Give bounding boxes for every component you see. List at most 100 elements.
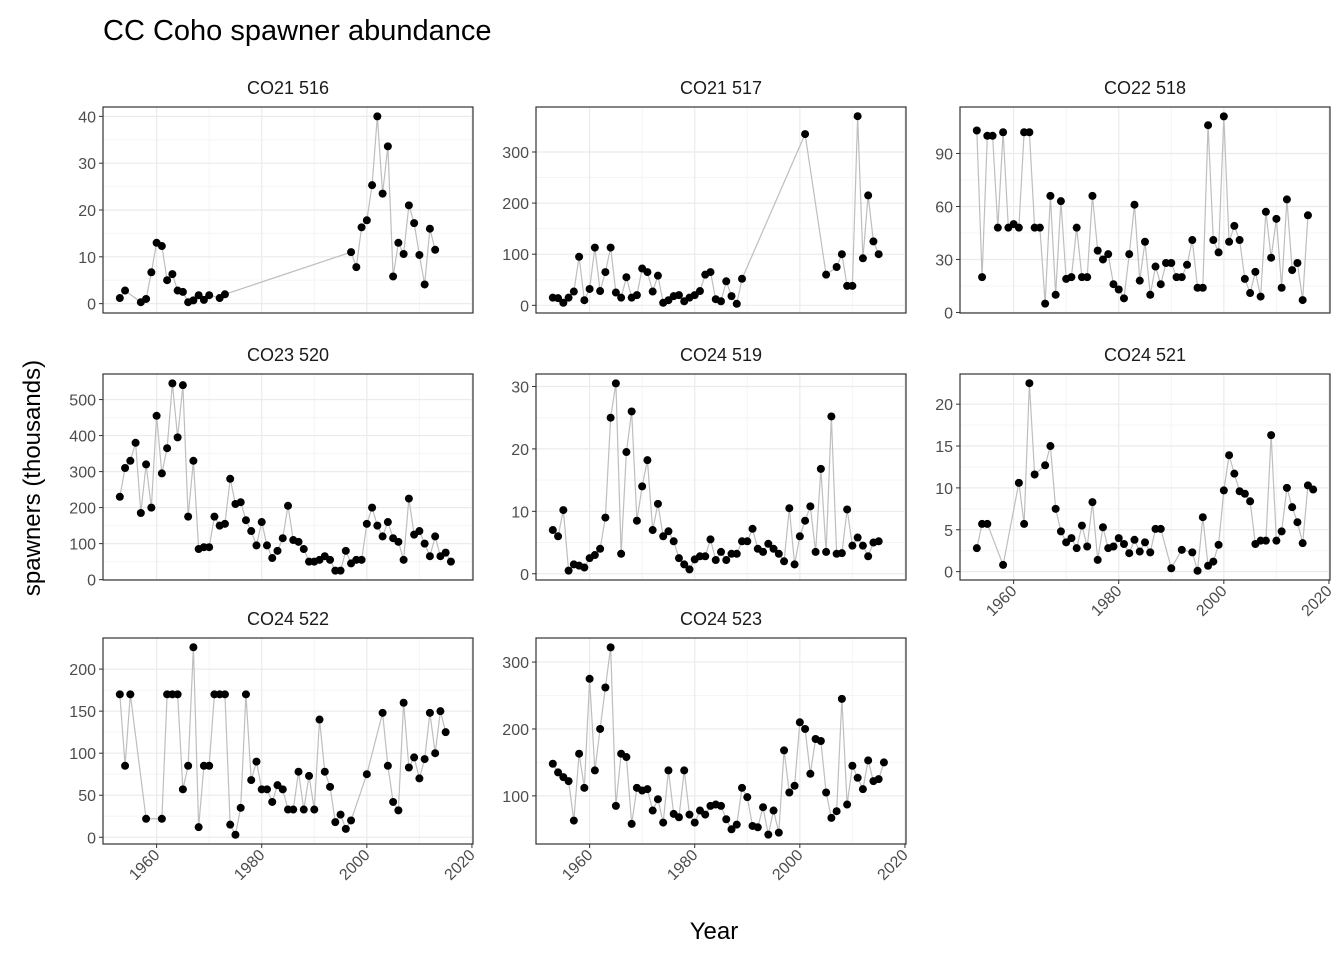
data-point	[1025, 128, 1034, 137]
data-point	[262, 541, 271, 550]
data-point	[331, 818, 340, 827]
y-tick-label: 20	[511, 442, 529, 459]
data-point	[874, 775, 883, 784]
data-point	[147, 503, 156, 512]
data-point	[268, 797, 277, 806]
y-tick-label: 400	[69, 429, 96, 446]
data-point	[1288, 503, 1297, 512]
panel-background	[536, 107, 906, 313]
y-tick-label: 60	[935, 199, 953, 216]
data-point	[559, 506, 568, 515]
data-point	[743, 537, 752, 546]
data-point	[399, 250, 408, 259]
data-point	[874, 250, 883, 259]
y-tick-label: 200	[502, 722, 529, 739]
data-point	[680, 766, 689, 775]
data-point	[394, 806, 403, 815]
panel: CO24 523 100 200 300 1960 1980 2000 2020	[502, 609, 912, 884]
data-point	[262, 785, 271, 794]
y-tick-label: 10	[935, 481, 953, 498]
data-point	[843, 800, 852, 809]
data-point	[627, 407, 636, 416]
data-point	[1083, 273, 1092, 282]
data-point	[1067, 534, 1076, 543]
data-point	[441, 728, 450, 737]
data-point	[436, 707, 445, 716]
data-point	[1088, 191, 1097, 200]
data-point	[874, 537, 883, 546]
data-point	[121, 463, 130, 472]
data-point	[674, 813, 683, 822]
data-point	[801, 130, 810, 139]
data-point	[241, 690, 250, 699]
data-point	[759, 547, 768, 556]
data-point	[1230, 469, 1239, 478]
data-point	[1256, 292, 1265, 301]
data-point	[294, 537, 303, 546]
data-point	[236, 803, 245, 812]
data-point	[1072, 544, 1081, 553]
panel: CO21 517 0 100 200 300	[502, 78, 907, 315]
data-point	[564, 293, 573, 302]
x-tick-label: 2000	[769, 847, 806, 884]
data-point	[378, 708, 387, 717]
y-tick-label: 0	[87, 830, 96, 847]
data-point	[1272, 536, 1281, 545]
y-tick-label: 300	[502, 145, 529, 162]
data-point	[399, 698, 408, 707]
data-point	[785, 504, 794, 513]
y-tick-label: 0	[520, 298, 529, 315]
data-point	[617, 293, 626, 302]
y-tick-label: 15	[935, 439, 953, 456]
data-point	[622, 448, 631, 457]
data-point	[341, 546, 350, 555]
data-point	[801, 516, 810, 525]
data-point	[1156, 280, 1165, 289]
data-point	[575, 252, 584, 261]
y-tick-label: 0	[944, 565, 953, 582]
y-tick-label: 0	[944, 305, 953, 322]
data-point	[590, 551, 599, 560]
data-point	[627, 819, 636, 828]
data-point	[1083, 542, 1092, 551]
panel-border	[102, 106, 474, 314]
data-point	[638, 482, 647, 491]
y-tick-label: 200	[69, 662, 96, 679]
strip-title: CO21 517	[680, 78, 762, 98]
panel: CO24 522 0 50 100 150 200 1960 1980 2000 2020	[69, 609, 479, 884]
data-point	[858, 254, 867, 263]
data-point	[1077, 521, 1086, 530]
data-point	[664, 527, 673, 536]
data-point	[822, 270, 831, 279]
y-tick-label: 500	[69, 393, 96, 410]
data-point	[1240, 274, 1249, 283]
data-point	[1141, 237, 1149, 246]
x-tick-label: 2020	[442, 847, 479, 884]
data-point	[1125, 549, 1134, 558]
y-tick-label: 50	[78, 788, 96, 805]
data-point	[163, 276, 172, 285]
data-point	[1188, 236, 1197, 245]
y-tick-label: 90	[935, 146, 953, 163]
data-point	[1046, 442, 1055, 451]
data-point	[446, 557, 455, 566]
data-point	[1193, 566, 1202, 575]
data-point	[580, 296, 589, 305]
strip-title: CO24 522	[247, 609, 329, 629]
data-point	[1282, 195, 1291, 204]
data-point	[869, 237, 878, 246]
data-point	[1141, 538, 1149, 547]
data-point	[1041, 299, 1050, 308]
data-point	[590, 243, 599, 252]
data-point	[1119, 539, 1128, 548]
data-point	[822, 547, 831, 556]
x-tick-label: 2000	[1193, 583, 1230, 620]
panel: CO23 520 0 100 200 300 400 500	[69, 345, 474, 590]
data-point	[273, 546, 282, 555]
data-point	[299, 545, 308, 554]
y-tick-label: 150	[69, 704, 96, 721]
data-point	[1156, 524, 1165, 533]
x-tick-label: 1960	[559, 847, 596, 884]
data-point	[289, 805, 298, 814]
data-point	[178, 287, 187, 296]
